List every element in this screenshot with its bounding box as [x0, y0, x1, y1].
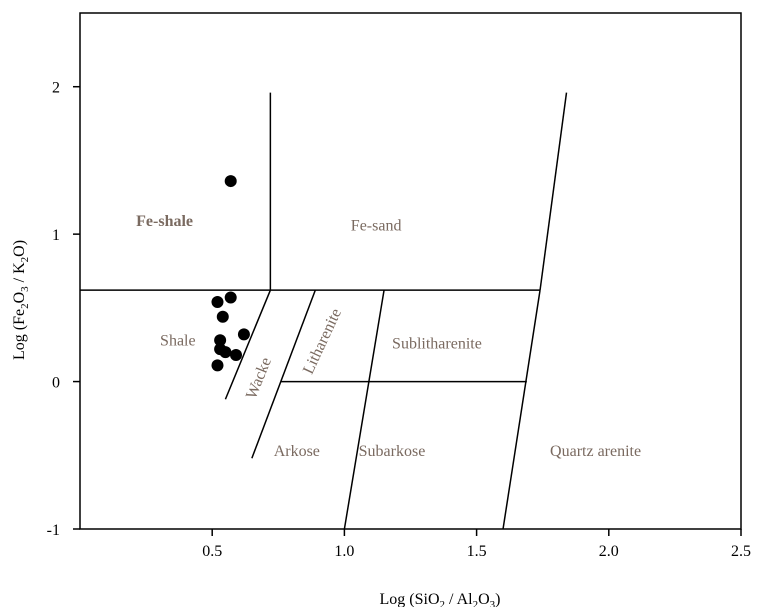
data-point: [211, 359, 224, 372]
plot-frame: [79, 12, 742, 530]
field-label-shale: Shale: [160, 332, 196, 349]
field-labels: Fe-shale Fe-sand Shale Wacke Litharenite Subl…: [136, 213, 641, 460]
x-tick-label: 2.5: [731, 543, 751, 560]
x-tick-label: 0.5: [202, 543, 222, 560]
boundary-line-7: [502, 290, 541, 530]
boundary-line-6: [539, 92, 568, 291]
field-label-arkose: Arkose: [274, 443, 320, 460]
y-tick-label: -1: [47, 522, 60, 539]
data-point: [219, 346, 232, 359]
data-point: [237, 328, 250, 341]
data-point: [229, 349, 242, 362]
data-point: [224, 291, 237, 304]
boundary-line-3: [251, 289, 317, 459]
data-point: [211, 295, 224, 308]
field-label-wacke: Wacke: [243, 355, 275, 401]
field-label-fe-sand: Fe-sand: [351, 217, 402, 234]
x-tick-label: 1.0: [334, 543, 354, 560]
field-label-quartz-arenite: Quartz arenite: [550, 443, 641, 460]
data-point: [214, 334, 227, 347]
data-point: [216, 310, 229, 323]
field-label-sublitharenite: Sublitharenite: [392, 335, 482, 352]
boundary-line-5: [343, 290, 385, 530]
x-tick-label: 1.5: [467, 543, 487, 560]
data-points: [211, 175, 250, 372]
classification-boundaries: [80, 92, 568, 530]
boundary-line-2: [224, 289, 272, 400]
y-tick-label: 1: [52, 227, 60, 244]
field-label-litharenite: Litharenite: [300, 306, 345, 377]
x-axis-ticks: 0.5 1.0 1.5 2.0 2.5: [202, 529, 751, 560]
data-point: [224, 175, 237, 188]
field-label-subarkose: Subarkose: [359, 443, 426, 460]
x-tick-label: 2.0: [599, 543, 619, 560]
x-axis-label: Log (SiO2 / Al2O3): [380, 591, 501, 607]
y-axis-label: Log (Fe2O3 / K2O): [11, 240, 31, 360]
y-axis-ticks: -1 0 1 2: [47, 80, 80, 539]
y-tick-label: 2: [52, 80, 60, 97]
field-label-fe-shale: Fe-shale: [136, 213, 193, 230]
y-tick-label: 0: [52, 375, 60, 392]
